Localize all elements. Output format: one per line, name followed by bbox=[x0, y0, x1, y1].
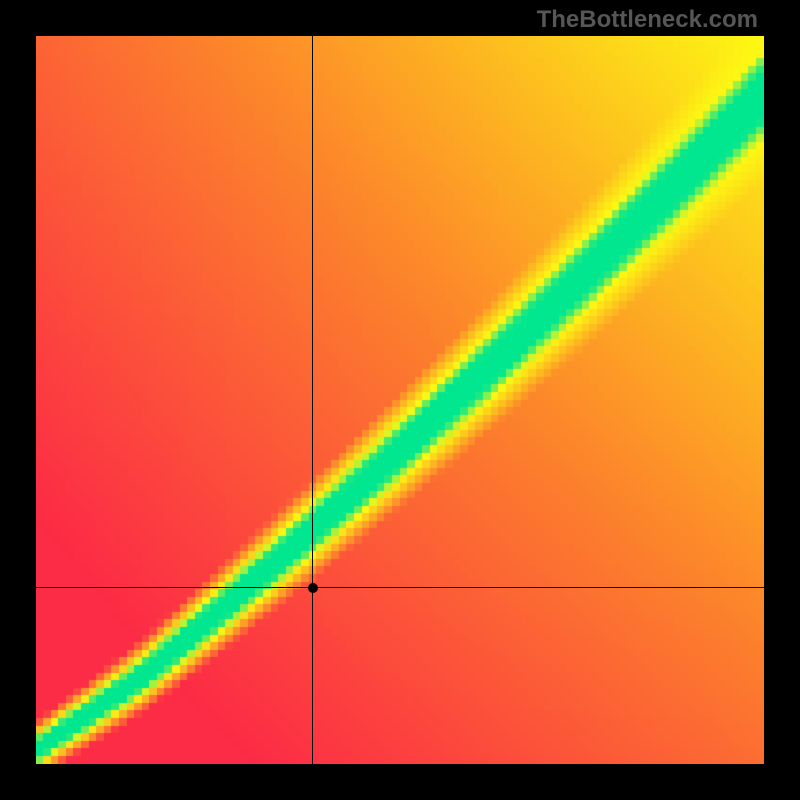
plot-outer-border bbox=[0, 0, 800, 800]
watermark-text: TheBottleneck.com bbox=[537, 6, 758, 34]
chart-frame: TheBottleneck.com bbox=[0, 0, 800, 800]
crosshair-vertical bbox=[312, 36, 313, 764]
crosshair-horizontal bbox=[36, 587, 764, 588]
crosshair-dot bbox=[308, 583, 318, 593]
